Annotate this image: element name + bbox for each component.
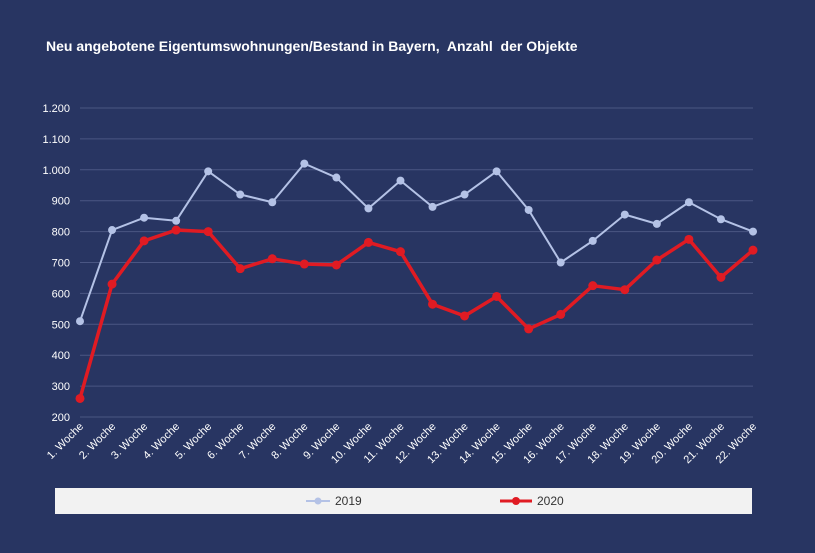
data-point-2020: [716, 272, 726, 282]
data-point-2020: [395, 247, 405, 257]
data-point-2019: [428, 202, 437, 211]
data-point-2019: [492, 167, 501, 176]
data-point-2020: [652, 255, 662, 265]
data-point-2020: [75, 393, 85, 403]
data-point-2019: [236, 190, 245, 199]
data-point-2020: [203, 227, 213, 237]
legend-item-2020: 2020: [499, 488, 564, 514]
legend: 2019 2020: [55, 488, 752, 514]
data-point-2020: [588, 281, 598, 291]
series-line-2020: [78, 228, 755, 399]
data-point-2019: [396, 176, 405, 185]
y-tick-label: 1.100: [42, 134, 70, 146]
data-point-2019: [460, 190, 469, 199]
data-point-2019: [716, 215, 725, 224]
data-point-2019: [652, 219, 661, 228]
chart-title: Neu angebotene Eigentumswohnungen/Bestan…: [46, 38, 578, 54]
data-point-2020: [235, 264, 245, 274]
data-point-2020: [171, 225, 181, 235]
y-tick-label: 1.000: [42, 165, 70, 177]
y-tick-label: 400: [52, 350, 70, 362]
data-point-2019: [620, 210, 629, 219]
data-point-2020: [620, 285, 630, 295]
y-tick-label: 600: [52, 288, 70, 300]
data-point-2020: [363, 237, 373, 247]
legend-marker-2020: [500, 497, 532, 505]
data-point-2019: [140, 213, 149, 222]
data-point-2019: [364, 204, 373, 213]
data-point-2019: [108, 226, 117, 235]
legend-marker-2019: [306, 497, 330, 505]
y-tick-label: 900: [52, 196, 70, 208]
data-point-2019: [684, 198, 693, 207]
data-point-2019: [524, 205, 533, 214]
data-point-2020: [139, 236, 149, 246]
data-point-2020: [684, 234, 694, 244]
legend-item-2019: 2019: [305, 488, 362, 514]
y-tick-label: 700: [52, 258, 70, 270]
data-point-2020: [267, 254, 277, 264]
data-point-2019: [172, 216, 181, 225]
data-point-2020: [299, 259, 309, 269]
data-point-2020: [331, 260, 341, 270]
data-point-2019: [588, 236, 597, 245]
data-point-2020: [524, 324, 534, 334]
data-point-2019: [556, 258, 565, 267]
data-point-2020: [107, 279, 117, 289]
legend-label-2019: 2019: [335, 494, 362, 508]
y-tick-label: 1.200: [42, 103, 70, 115]
y-tick-label: 500: [52, 319, 70, 331]
y-tick-label: 800: [52, 227, 70, 239]
data-point-2019: [300, 159, 309, 168]
data-point-2019: [749, 227, 757, 236]
legend-label-2020: 2020: [537, 494, 564, 508]
data-point-2020: [748, 245, 758, 255]
data-point-2019: [204, 167, 213, 176]
data-point-2019: [268, 198, 277, 207]
y-tick-label: 200: [52, 412, 70, 424]
data-point-2019: [332, 173, 341, 182]
data-point-2019: [76, 317, 84, 326]
data-point-2020: [492, 291, 502, 301]
data-point-2020: [556, 309, 566, 319]
series-line-2019: [79, 162, 754, 322]
y-tick-label: 300: [52, 381, 70, 393]
data-point-2020: [428, 299, 438, 309]
data-point-2020: [460, 311, 470, 321]
